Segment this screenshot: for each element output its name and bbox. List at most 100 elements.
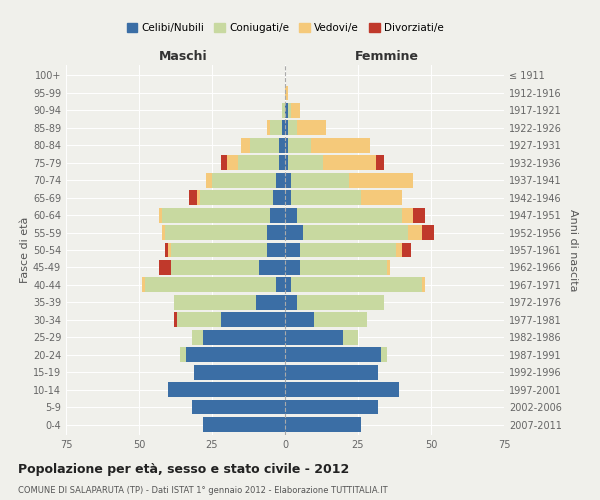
Text: Femmine: Femmine [355,50,419,64]
Bar [191,330,203,344]
Bar [160,208,163,222]
Bar [285,312,314,327]
Bar [285,278,291,292]
Bar [168,242,171,258]
Bar [387,260,390,275]
Legend: Celibi/Nubili, Coniugati/e, Vedovi/e, Divorziati/e: Celibi/Nubili, Coniugati/e, Vedovi/e, Di… [122,18,448,37]
Bar [285,295,296,310]
Bar [256,295,285,310]
Bar [285,382,399,397]
Bar [171,260,259,275]
Bar [174,312,177,327]
Bar [276,173,285,188]
Bar [299,242,396,258]
Bar [407,225,422,240]
Bar [302,225,407,240]
Y-axis label: Anni di nascita: Anni di nascita [568,209,578,291]
Bar [296,295,384,310]
Bar [285,348,382,362]
Text: Maschi: Maschi [158,50,207,64]
Bar [413,208,425,222]
Bar [323,156,376,170]
Bar [285,208,296,222]
Bar [200,190,274,205]
Bar [188,190,197,205]
Bar [285,173,291,188]
Bar [285,260,299,275]
Bar [197,190,200,205]
Text: COMUNE DI SALAPARUTA (TP) - Dati ISTAT 1° gennaio 2012 - Elaborazione TUTTITALIA: COMUNE DI SALAPARUTA (TP) - Dati ISTAT 1… [18,486,388,495]
Bar [422,278,425,292]
Bar [285,120,288,135]
Bar [165,225,268,240]
Bar [142,278,145,292]
Bar [288,120,296,135]
Bar [291,173,349,188]
Bar [296,208,402,222]
Bar [285,225,302,240]
Bar [259,260,285,275]
Y-axis label: Fasce di età: Fasce di età [20,217,30,283]
Bar [177,312,221,327]
Bar [285,103,288,118]
Bar [250,138,279,152]
Bar [203,417,285,432]
Bar [285,190,291,205]
Bar [171,242,268,258]
Bar [285,86,288,100]
Bar [203,330,285,344]
Bar [174,295,256,310]
Bar [285,242,299,258]
Bar [145,278,276,292]
Bar [206,173,212,188]
Bar [163,225,165,240]
Bar [349,173,413,188]
Bar [282,120,285,135]
Bar [291,278,422,292]
Bar [268,242,285,258]
Bar [285,400,379,414]
Bar [227,156,238,170]
Bar [361,190,402,205]
Bar [282,103,285,118]
Bar [168,382,285,397]
Bar [343,330,358,344]
Bar [299,260,387,275]
Bar [212,173,276,188]
Text: Popolazione per età, sesso e stato civile - 2012: Popolazione per età, sesso e stato civil… [18,462,349,475]
Bar [221,312,285,327]
Bar [194,365,285,380]
Bar [271,208,285,222]
Bar [274,190,285,205]
Bar [165,242,168,258]
Bar [241,138,250,152]
Bar [376,156,384,170]
Bar [163,208,271,222]
Bar [382,348,387,362]
Bar [288,103,291,118]
Bar [422,225,434,240]
Bar [285,417,361,432]
Bar [314,312,367,327]
Bar [279,138,285,152]
Bar [268,120,271,135]
Bar [288,138,311,152]
Bar [186,348,285,362]
Bar [402,208,413,222]
Bar [191,400,285,414]
Bar [296,120,326,135]
Bar [396,242,402,258]
Bar [285,156,288,170]
Bar [402,242,410,258]
Bar [221,156,227,170]
Bar [291,190,361,205]
Bar [291,103,299,118]
Bar [285,138,288,152]
Bar [160,260,171,275]
Bar [271,120,282,135]
Bar [285,365,379,380]
Bar [285,330,343,344]
Bar [279,156,285,170]
Bar [288,156,323,170]
Bar [276,278,285,292]
